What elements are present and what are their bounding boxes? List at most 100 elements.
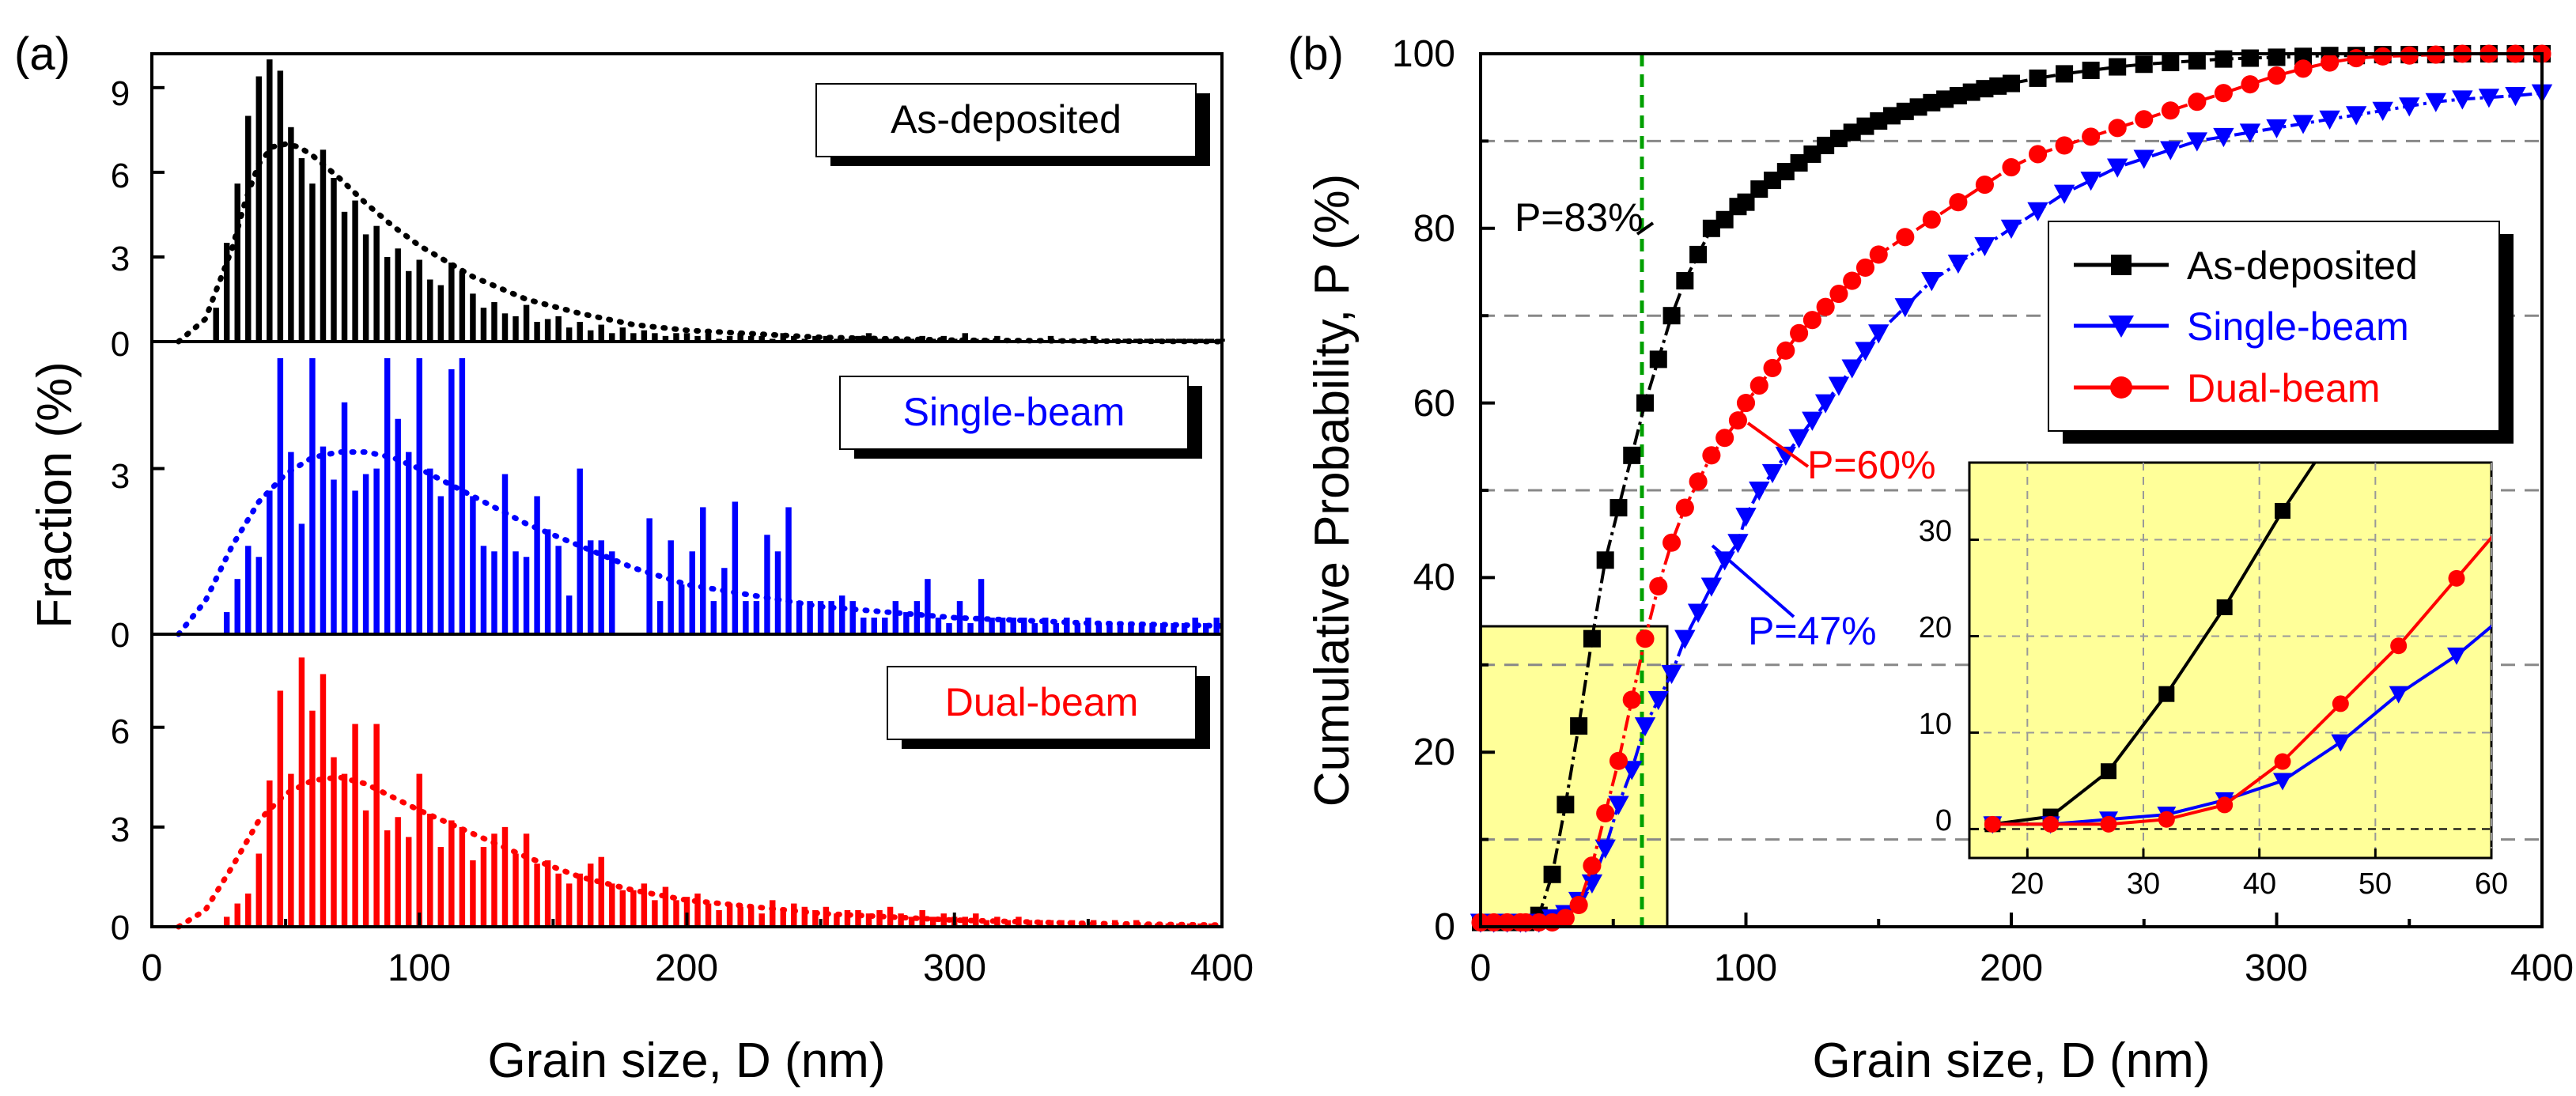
bar-as-deposited — [673, 333, 679, 342]
point-as-deposited — [1649, 350, 1667, 368]
xtick-a-400: 400 — [1190, 947, 1254, 989]
legend-label-single-beam: Single-beam — [2187, 304, 2409, 349]
point-dual-beam — [2029, 145, 2048, 164]
bar-single-beam — [1159, 623, 1167, 634]
bar-dual-beam — [448, 820, 455, 927]
panel-a-xlabel: Grain size, D (nm) — [488, 1034, 886, 1088]
bar-single-beam — [978, 579, 985, 634]
point-single-beam — [2080, 172, 2101, 191]
point-single-beam — [2292, 115, 2314, 134]
bar-dual-beam — [277, 690, 284, 927]
ticks-panel-b — [1479, 52, 2544, 928]
panel-b-label: (b) — [1288, 28, 1344, 80]
point-as-deposited — [1596, 551, 1614, 569]
bar-dual-beam — [480, 847, 487, 927]
bar-as-deposited — [501, 313, 509, 342]
point-dual-beam — [1949, 193, 1968, 212]
bar-as-deposited — [480, 308, 487, 342]
bar-dual-beam — [994, 916, 1001, 927]
point-dual-beam — [1702, 446, 1721, 465]
bar-single-beam — [1117, 623, 1124, 634]
bar-single-beam — [732, 501, 739, 634]
point-single-beam — [1674, 629, 1696, 649]
point-single-beam — [2133, 149, 2154, 169]
point-as-deposited — [1676, 272, 1694, 290]
point-as-deposited — [2135, 55, 2153, 74]
point-as-deposited — [2003, 74, 2020, 93]
bar-single-beam — [544, 529, 551, 634]
bar-as-deposited — [534, 322, 540, 342]
point-single-beam — [2186, 132, 2208, 152]
inset-point-dual-beam — [2274, 753, 2291, 770]
bar-as-deposited — [298, 158, 305, 342]
point-as-deposited — [1856, 117, 1874, 135]
point-dual-beam — [2055, 136, 2074, 155]
point-single-beam — [2372, 101, 2393, 121]
bar-single-beam — [448, 368, 455, 634]
bar-single-beam — [743, 601, 749, 634]
bar-dual-beam — [940, 913, 947, 927]
bar-single-beam — [956, 601, 963, 634]
bar-single-beam — [416, 357, 422, 634]
point-single-beam — [1894, 298, 1916, 318]
point-as-deposited — [2082, 61, 2100, 79]
point-dual-beam — [2108, 119, 2127, 138]
bar-as-deposited — [566, 327, 573, 342]
bar-dual-beam — [865, 913, 872, 927]
bar-dual-beam — [298, 657, 305, 927]
xtick-a-0: 0 — [142, 947, 163, 989]
legend-box-as-deposited — [815, 83, 1197, 157]
bar-dual-beam — [384, 830, 391, 927]
bar-dual-beam — [973, 913, 979, 927]
bar-as-deposited — [320, 149, 327, 342]
point-as-deposited — [1636, 394, 1655, 412]
point-dual-beam — [1569, 895, 1588, 914]
bar-single-beam — [362, 474, 369, 634]
ytick-b-100: 100 — [1392, 33, 1455, 75]
bar-dual-beam — [876, 909, 883, 927]
xtick-a-100: 100 — [388, 947, 451, 989]
bar-as-deposited — [962, 333, 969, 342]
bar-as-deposited — [609, 333, 615, 342]
point-as-deposited — [1776, 163, 1795, 181]
bar-single-beam — [288, 452, 294, 634]
bar-single-beam — [255, 557, 263, 634]
subplot-single-beam: Single-beam — [176, 357, 1225, 637]
point-dual-beam — [1816, 297, 1835, 316]
inset-point-dual-beam — [2390, 637, 2408, 655]
xtick-b-0: 0 — [1470, 947, 1492, 989]
legend-box-single-beam — [839, 376, 1189, 450]
bar-single-beam — [1149, 623, 1156, 634]
bar-single-beam — [679, 584, 685, 634]
point-as-deposited — [1817, 136, 1835, 154]
inset-ytick-30: 30 — [1919, 515, 1952, 548]
point-dual-beam — [2082, 127, 2101, 146]
bar-single-beam — [946, 623, 952, 634]
point-as-deposited — [1583, 629, 1601, 648]
point-dual-beam — [1975, 176, 1994, 195]
bar-dual-beam — [223, 916, 230, 927]
bar-as-deposited — [523, 304, 530, 342]
bar-dual-beam — [737, 906, 743, 927]
bar-single-beam — [427, 468, 433, 634]
bar-as-deposited — [362, 234, 369, 342]
bar-single-beam — [849, 601, 856, 634]
inset-point-single-beam — [2447, 647, 2466, 665]
point-single-beam — [2319, 110, 2340, 130]
bar-single-beam — [501, 474, 509, 634]
bar-as-deposited — [405, 270, 412, 342]
point-dual-beam — [2374, 47, 2393, 66]
xtick-b-400: 400 — [2510, 947, 2574, 989]
inset-point-dual-beam — [2332, 695, 2349, 712]
bar-dual-beam — [919, 909, 925, 927]
fit-curve-single-beam — [176, 449, 1225, 637]
point-single-beam — [1581, 874, 1603, 894]
bar-single-beam — [513, 551, 519, 634]
point-single-beam — [2452, 90, 2473, 110]
bar-dual-beam — [288, 773, 294, 927]
point-as-deposited — [1949, 86, 1967, 104]
bar-single-beam — [234, 579, 240, 634]
legend-label-as-deposited: As-deposited — [2187, 244, 2418, 288]
ticks-panel-a — [150, 85, 1224, 928]
inset-point-dual-beam — [2506, 502, 2523, 519]
